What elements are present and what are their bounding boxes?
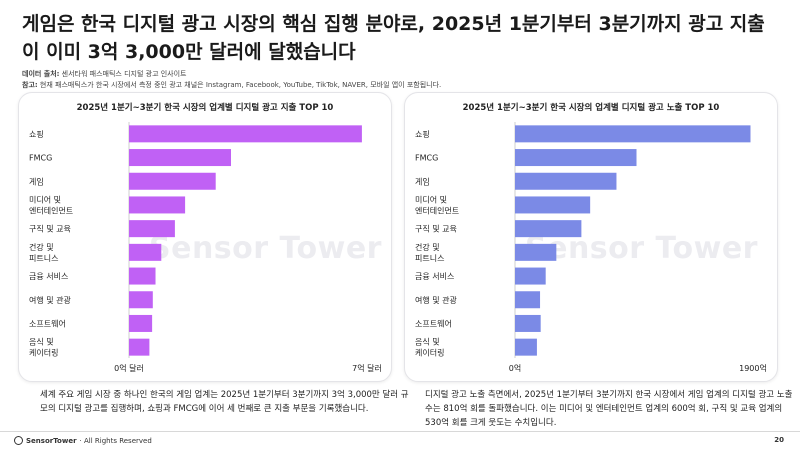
impressions-bar (515, 149, 637, 167)
impressions-category-label: 건강 및 피트니스 (415, 242, 444, 263)
spend-category-label: 금융 서비스 (29, 272, 68, 281)
impressions-chart-title: 2025년 1분기~3분기 한국 시장의 업계별 디지털 광고 노출 TOP 1… (462, 103, 720, 113)
watermark: Sensor Tower (149, 231, 382, 266)
data-source: 데이터 출처: 센서타워 패스매틱스 디지털 광고 인사이트 (22, 69, 187, 79)
spend-bar (129, 243, 162, 261)
impressions-x-tick-min: 0억 (509, 363, 521, 373)
footer-brand: SensorTower · All Rights Reserved (14, 436, 152, 445)
data-note: 참고: 현재 패스매틱스가 한국 시장에서 측정 중인 광고 채널은 Insta… (22, 80, 441, 90)
spend-bar (129, 220, 175, 238)
impressions-category-label: 여행 및 관광 (415, 295, 458, 305)
impressions-category-label: 음식 및 케이터링 (415, 337, 444, 358)
footer-rights: · All Rights Reserved (79, 436, 152, 445)
spend-chart-panel: Sensor Tower 2025년 1분기~3분기 한국 시장의 업계별 디지… (18, 92, 392, 382)
sensortower-logo-icon (14, 436, 23, 445)
impressions-x-tick-max: 1900억 (739, 363, 767, 373)
impressions-description: 디지털 광고 노출 측면에서, 2025년 1분기부터 3분기까지 한국 시장에… (425, 390, 793, 428)
footer-divider (0, 431, 800, 432)
note-label: 참고: (22, 81, 38, 89)
source-text: 센서타워 패스매틱스 디지털 광고 인사이트 (61, 70, 187, 78)
footer-brand-name: SensorTower (26, 436, 77, 445)
spend-bar (129, 267, 156, 285)
impressions-category-label: FMCG (415, 154, 438, 163)
impressions-chart-panel: Sensor Tower 2025년 1분기~3분기 한국 시장의 업계별 디지… (404, 92, 778, 382)
spend-bar (129, 314, 153, 332)
spend-category-label: 여행 및 관광 (29, 295, 72, 305)
spend-x-tick-max: 7억 달러 (352, 363, 382, 373)
impressions-bar (515, 220, 582, 238)
impressions-bar (515, 125, 751, 143)
spend-category-label: 미디어 및 엔터테인먼트 (29, 194, 73, 215)
impressions-bar (515, 291, 541, 309)
note-text: 현재 패스매틱스가 한국 시장에서 측정 중인 광고 채널은 Instagram… (39, 81, 442, 89)
spend-bar (129, 196, 186, 214)
impressions-bar (515, 267, 546, 285)
impressions-bar (515, 243, 557, 261)
impressions-bar (515, 172, 617, 190)
spend-bar (129, 338, 150, 356)
source-label: 데이터 출처: (22, 70, 60, 78)
impressions-bar (515, 338, 537, 356)
spend-category-label: 소프트웨어 (29, 318, 66, 328)
spend-bar (129, 291, 153, 309)
impressions-category-label: 게임 (415, 176, 430, 186)
spend-category-label: FMCG (29, 154, 52, 163)
impressions-category-label: 미디어 및 엔터테인먼트 (415, 194, 459, 215)
spend-category-label: 건강 및 피트니스 (29, 242, 58, 263)
spend-bar (129, 149, 231, 167)
impressions-category-label: 소프트웨어 (415, 318, 452, 328)
impressions-category-label: 쇼핑 (415, 129, 430, 139)
spend-bar (129, 125, 362, 143)
spend-category-label: 음식 및 케이터링 (29, 337, 58, 358)
spend-category-label: 게임 (29, 176, 44, 186)
spend-category-label: 쇼핑 (29, 129, 44, 139)
impressions-category-label: 금융 서비스 (415, 272, 454, 281)
impressions-bar (515, 314, 541, 332)
spend-category-label: 구직 및 교육 (29, 224, 71, 234)
impressions-bar (515, 196, 591, 214)
spend-x-tick-min: 0억 달러 (114, 363, 144, 373)
spend-chart-title: 2025년 1분기~3분기 한국 시장의 업계별 디지털 광고 지출 TOP 1… (76, 103, 334, 113)
spend-bar (129, 172, 216, 190)
page-title: 게임은 한국 디지털 광고 시장의 핵심 집행 분야로, 2025년 1분기부터… (22, 13, 765, 63)
page-number: 20 (774, 436, 784, 444)
impressions-category-label: 구직 및 교육 (415, 224, 457, 234)
spend-description: 세계 주요 게임 시장 중 하나인 한국의 게임 업계는 2025년 1분기부터… (40, 390, 409, 414)
